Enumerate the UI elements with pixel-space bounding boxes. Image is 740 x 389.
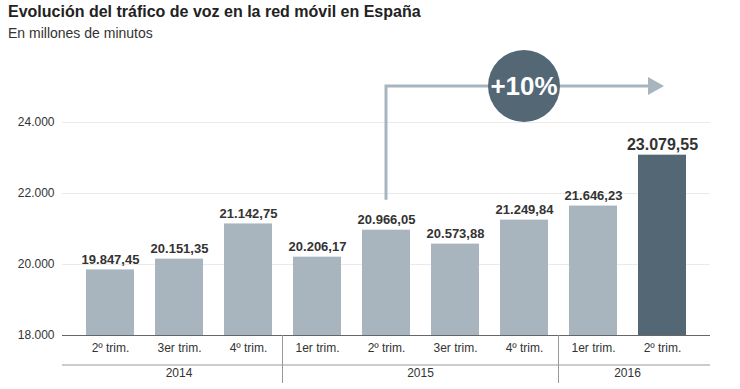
svg-text:21.249,84: 21.249,84 xyxy=(496,202,555,217)
svg-text:21.646,23: 21.646,23 xyxy=(565,188,623,203)
svg-text:20.151,35: 20.151,35 xyxy=(151,241,209,256)
svg-text:23.079,55: 23.079,55 xyxy=(627,136,698,153)
svg-text:2º trim.: 2º trim. xyxy=(368,341,406,355)
svg-text:20.966,05: 20.966,05 xyxy=(358,212,416,227)
svg-text:20.573,88: 20.573,88 xyxy=(427,226,485,241)
svg-text:4º trim.: 4º trim. xyxy=(506,341,544,355)
svg-text:4º trim.: 4º trim. xyxy=(230,341,268,355)
svg-text:20.000: 20.000 xyxy=(18,257,55,271)
svg-text:21.142,75: 21.142,75 xyxy=(220,206,278,221)
svg-text:+10%: +10% xyxy=(490,71,557,101)
svg-text:1er trim.: 1er trim. xyxy=(295,341,339,355)
svg-text:2016: 2016 xyxy=(614,366,641,380)
svg-text:2º trim.: 2º trim. xyxy=(92,341,130,355)
svg-text:24.000: 24.000 xyxy=(18,115,55,129)
svg-text:3er trim.: 3er trim. xyxy=(433,341,477,355)
svg-text:2015: 2015 xyxy=(407,366,434,380)
html-text:Evolución del tráfico de voz e: Evolución del tráfico de voz en la red m… xyxy=(8,3,421,20)
svg-text:1er trim.: 1er trim. xyxy=(571,341,615,355)
svg-text:2014: 2014 xyxy=(166,366,193,380)
html-text:En millones de minutos: En millones de minutos xyxy=(8,25,153,41)
svg-text:22.000: 22.000 xyxy=(18,186,55,200)
svg-text:20.206,17: 20.206,17 xyxy=(289,239,347,254)
svg-text:18.000: 18.000 xyxy=(18,328,55,342)
svg-text:19.847,45: 19.847,45 xyxy=(82,252,140,267)
svg-text:3er trim.: 3er trim. xyxy=(157,341,201,355)
svg-text:2º trim.: 2º trim. xyxy=(644,341,682,355)
